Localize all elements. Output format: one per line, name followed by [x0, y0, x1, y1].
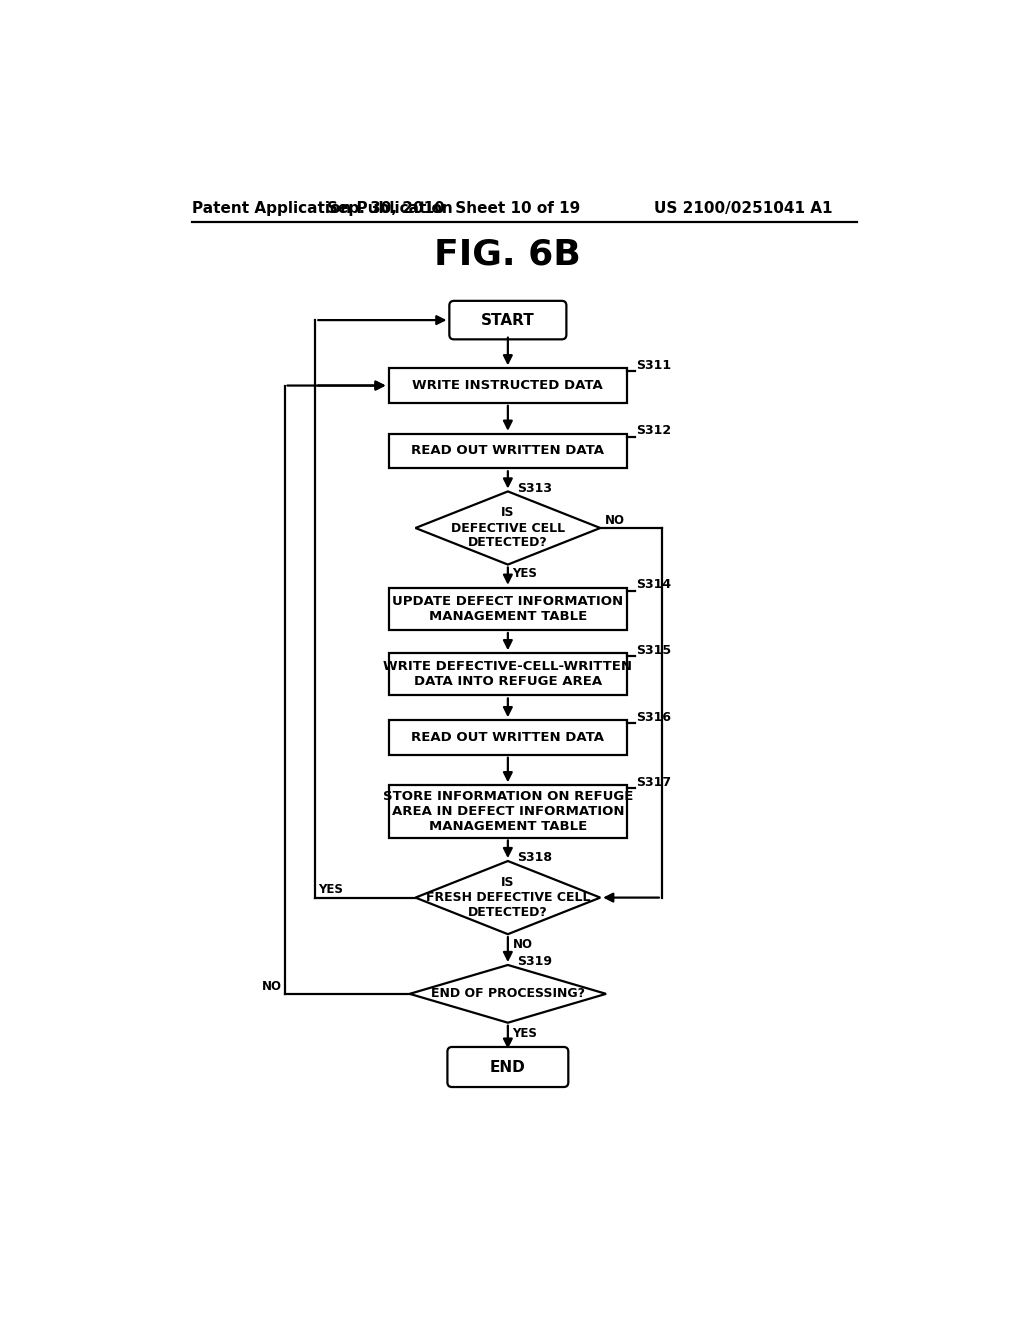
Text: END OF PROCESSING?: END OF PROCESSING?	[431, 987, 585, 1001]
Text: NO: NO	[605, 513, 625, 527]
Text: FIG. 6B: FIG. 6B	[434, 238, 582, 272]
Text: STORE INFORMATION ON REFUGE
AREA IN DEFECT INFORMATION
MANAGEMENT TABLE: STORE INFORMATION ON REFUGE AREA IN DEFE…	[383, 789, 633, 833]
FancyBboxPatch shape	[450, 301, 566, 339]
Polygon shape	[416, 861, 600, 935]
Text: YES: YES	[512, 568, 538, 581]
Text: S319: S319	[517, 956, 552, 969]
Text: S315: S315	[637, 644, 672, 656]
Text: S312: S312	[637, 424, 672, 437]
Polygon shape	[410, 965, 606, 1023]
Bar	[388, 368, 628, 403]
Text: YES: YES	[318, 883, 343, 896]
Text: S314: S314	[637, 578, 672, 591]
Polygon shape	[416, 491, 600, 565]
FancyBboxPatch shape	[447, 1047, 568, 1088]
Bar	[388, 721, 628, 755]
Text: UPDATE DEFECT INFORMATION
MANAGEMENT TABLE: UPDATE DEFECT INFORMATION MANAGEMENT TAB…	[392, 595, 624, 623]
Text: READ OUT WRITTEN DATA: READ OUT WRITTEN DATA	[412, 731, 604, 744]
Text: START: START	[481, 313, 535, 327]
Text: NO: NO	[512, 939, 532, 952]
Text: NO: NO	[261, 979, 282, 993]
Text: S316: S316	[637, 710, 672, 723]
Text: END: END	[490, 1060, 525, 1074]
Bar	[388, 434, 628, 469]
Text: READ OUT WRITTEN DATA: READ OUT WRITTEN DATA	[412, 445, 604, 458]
Text: WRITE DEFECTIVE-CELL-WRITTEN
DATA INTO REFUGE AREA: WRITE DEFECTIVE-CELL-WRITTEN DATA INTO R…	[383, 660, 633, 688]
Bar	[388, 653, 628, 696]
Text: S313: S313	[517, 482, 552, 495]
Bar	[388, 587, 628, 630]
Text: S311: S311	[637, 359, 672, 372]
Bar	[388, 785, 628, 838]
Text: S317: S317	[637, 776, 672, 788]
Text: Patent Application Publication: Patent Application Publication	[193, 201, 453, 216]
Text: IS
DEFECTIVE CELL
DETECTED?: IS DEFECTIVE CELL DETECTED?	[451, 507, 565, 549]
Text: YES: YES	[512, 1027, 538, 1040]
Text: US 2100/0251041 A1: US 2100/0251041 A1	[654, 201, 833, 216]
Text: Sep. 30, 2010  Sheet 10 of 19: Sep. 30, 2010 Sheet 10 of 19	[328, 201, 581, 216]
Text: IS
FRESH DEFECTIVE CELL
DETECTED?: IS FRESH DEFECTIVE CELL DETECTED?	[426, 876, 590, 919]
Text: WRITE INSTRUCTED DATA: WRITE INSTRUCTED DATA	[413, 379, 603, 392]
Text: S318: S318	[517, 851, 552, 865]
